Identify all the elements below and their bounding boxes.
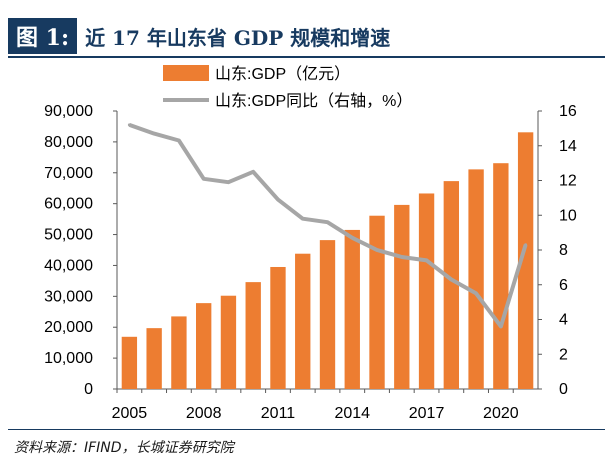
gdp-bar-2020 bbox=[493, 163, 509, 389]
right-tick-label: 14 bbox=[559, 138, 577, 155]
gdp-chart: 山东:GDP（亿元） 山东:GDP同比（右轴，%） 0 10,000 20,000 30… bbox=[44, 65, 577, 422]
growth-point-2005 bbox=[127, 123, 131, 127]
legend-bar-swatch bbox=[163, 65, 209, 81]
left-tick-label: 70,000 bbox=[44, 165, 93, 182]
right-tick-label: 16 bbox=[559, 103, 577, 120]
right-tick-label: 12 bbox=[559, 173, 577, 190]
left-tick-label: 0 bbox=[84, 381, 93, 398]
chart-axes: 0 10,000 20,000 30,000 40,000 50,000 60,000 70,… bbox=[44, 103, 577, 422]
growth-point-2008 bbox=[202, 177, 206, 181]
x-tick-label: 2014 bbox=[334, 405, 370, 422]
x-tick-label: 2008 bbox=[186, 405, 222, 422]
growth-point-2006 bbox=[152, 132, 156, 136]
gdp-bar-2019 bbox=[468, 169, 484, 389]
left-tick-label: 30,000 bbox=[44, 288, 93, 305]
source-note: 资料来源：IFIND，长城证券研究院 bbox=[14, 440, 234, 456]
growth-point-2010 bbox=[251, 170, 255, 174]
right-tick-label: 4 bbox=[559, 312, 568, 329]
growth-point-2021 bbox=[524, 243, 528, 247]
left-tick-label: 90,000 bbox=[44, 103, 93, 120]
gdp-bar-2012 bbox=[295, 253, 311, 389]
gdp-bar-2018 bbox=[443, 181, 460, 389]
growth-point-2011 bbox=[276, 198, 280, 202]
x-tick-label: 2017 bbox=[409, 405, 445, 422]
right-tick-label: 6 bbox=[559, 277, 568, 294]
growth-point-2017 bbox=[425, 258, 429, 262]
left-tick-label: 60,000 bbox=[44, 196, 93, 213]
x-tick-label: 2020 bbox=[483, 405, 519, 422]
growth-line bbox=[127, 123, 528, 329]
legend-line-label: 山东:GDP同比（右轴，%） bbox=[215, 92, 412, 110]
gdp-bar-2016 bbox=[394, 204, 410, 389]
growth-point-2007 bbox=[177, 139, 181, 143]
legend-bar-label: 山东:GDP（亿元） bbox=[215, 65, 350, 83]
growth-point-2015 bbox=[375, 248, 379, 252]
left-tick-label: 40,000 bbox=[44, 257, 93, 274]
figure-number-badge: 图 1: bbox=[8, 18, 78, 54]
gdp-bar-2014 bbox=[344, 229, 360, 389]
left-tick-label: 20,000 bbox=[44, 319, 93, 336]
growth-point-2014 bbox=[350, 236, 354, 240]
x-tick-label: 2011 bbox=[261, 405, 296, 422]
gdp-bar-2006 bbox=[146, 328, 162, 389]
gdp-bar-2010 bbox=[245, 282, 261, 389]
growth-point-2020 bbox=[499, 324, 503, 328]
growth-point-2018 bbox=[449, 278, 453, 282]
gdp-bar-2021 bbox=[517, 132, 534, 389]
growth-point-2012 bbox=[301, 217, 305, 221]
gdp-bar-2011 bbox=[270, 266, 286, 389]
right-tick-label: 0 bbox=[559, 381, 568, 398]
growth-point-2019 bbox=[474, 291, 478, 295]
left-tick-label: 10,000 bbox=[44, 350, 93, 367]
gdp-bar-2015 bbox=[369, 215, 385, 389]
gdp-bar-2017 bbox=[418, 193, 435, 389]
right-tick-label: 10 bbox=[559, 207, 577, 224]
left-tick-label: 50,000 bbox=[44, 227, 93, 244]
right-tick-label: 2 bbox=[559, 346, 568, 363]
gdp-bar-2013 bbox=[319, 240, 336, 389]
gdp-bars bbox=[121, 132, 534, 389]
left-tick-label: 80,000 bbox=[44, 134, 93, 151]
gdp-bar-2007 bbox=[171, 316, 187, 389]
gdp-bar-2009 bbox=[220, 295, 237, 389]
growth-point-2009 bbox=[226, 180, 230, 184]
figure-header: 图 1: 近 17 年山东省 GDP 规模和增速 bbox=[8, 18, 390, 54]
chart-legend: 山东:GDP（亿元） 山东:GDP同比（右轴，%） bbox=[163, 65, 412, 110]
footer-divider bbox=[8, 429, 605, 430]
header-divider bbox=[8, 56, 605, 58]
x-tick-label: 2005 bbox=[112, 405, 148, 422]
figure-title: 近 17 年山东省 GDP 规模和增速 bbox=[85, 25, 391, 50]
gdp-bar-2008 bbox=[195, 303, 212, 389]
gdp-bar-2005 bbox=[121, 336, 138, 389]
growth-point-2013 bbox=[326, 220, 329, 224]
right-tick-label: 8 bbox=[559, 242, 568, 259]
growth-point-2016 bbox=[400, 255, 404, 259]
